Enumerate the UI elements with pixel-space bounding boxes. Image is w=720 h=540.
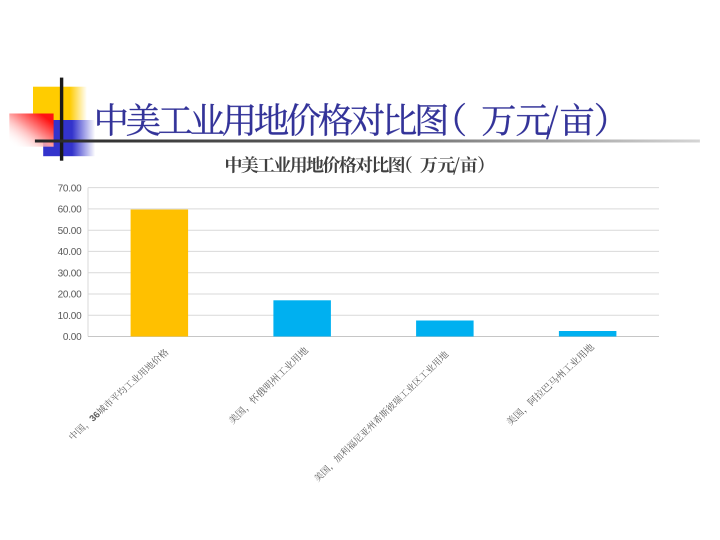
svg-text:0.00: 0.00	[63, 332, 82, 343]
svg-text:40.00: 40.00	[58, 247, 82, 258]
svg-text:70.00: 70.00	[58, 183, 82, 194]
svg-text:50.00: 50.00	[58, 226, 82, 237]
svg-text:60.00: 60.00	[58, 205, 82, 216]
svg-text:10.00: 10.00	[58, 311, 82, 322]
svg-text:20.00: 20.00	[58, 290, 82, 301]
svg-text:30.00: 30.00	[58, 268, 82, 279]
